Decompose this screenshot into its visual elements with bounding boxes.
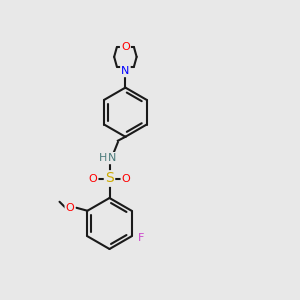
- Text: O: O: [88, 173, 98, 184]
- Text: F: F: [138, 233, 144, 243]
- Text: S: S: [105, 172, 114, 185]
- Text: N: N: [108, 153, 116, 163]
- Text: N: N: [121, 66, 130, 76]
- Text: O: O: [122, 173, 130, 184]
- Text: O: O: [66, 203, 74, 213]
- Text: H: H: [99, 153, 107, 163]
- Text: O: O: [121, 42, 130, 52]
